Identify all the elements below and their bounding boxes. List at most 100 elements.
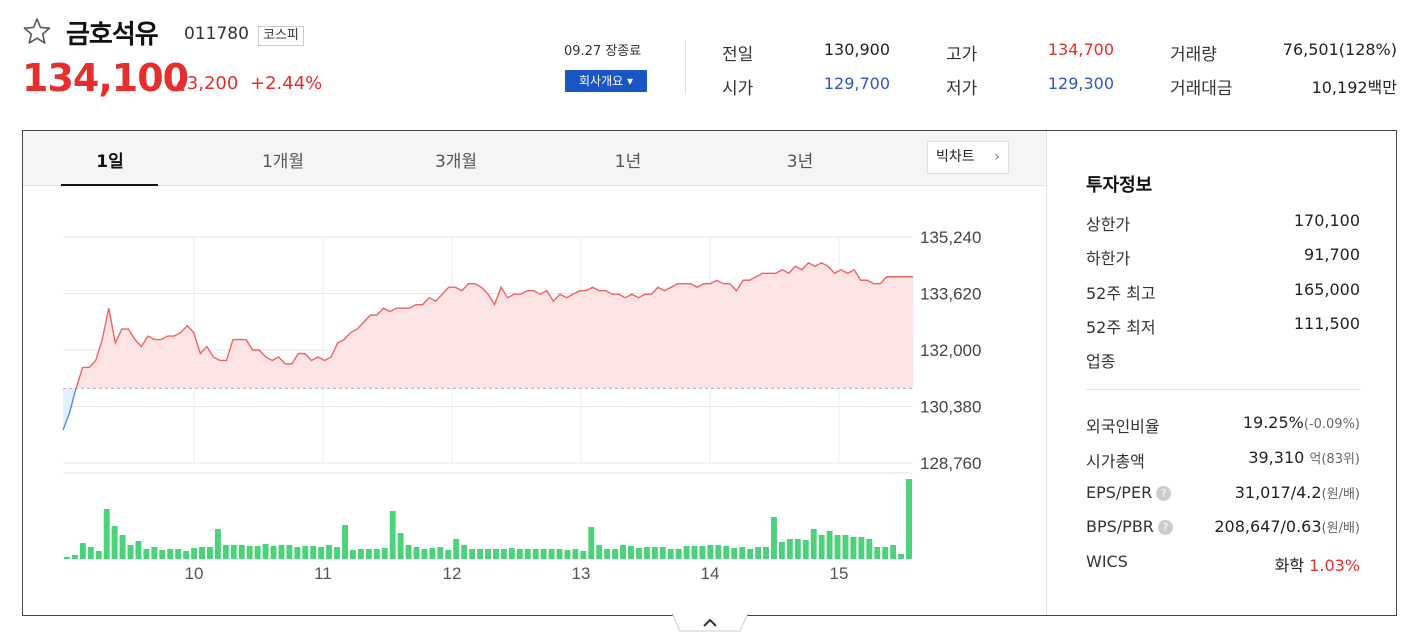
volume-bar <box>628 546 634 559</box>
volume-bar <box>802 540 809 559</box>
prev-close-label: 전일 <box>722 45 754 65</box>
volume-bar <box>326 545 333 559</box>
volume-bar <box>818 535 825 559</box>
volume-bar <box>71 555 78 559</box>
volume-bar <box>778 542 785 559</box>
x-tick-label: 13 <box>572 564 591 583</box>
tab-1month[interactable]: 1개월 <box>261 152 305 172</box>
week52-high-value: 165,000 <box>1293 280 1360 299</box>
volume-bar <box>381 548 388 559</box>
volume-bar <box>850 537 857 559</box>
volume-bar <box>318 547 325 559</box>
stock-code: 011780 <box>184 24 249 44</box>
chart-panel: 1일 1개월 3개월 1년 3년 빅차트 › 135,240 133,620 132,… <box>22 130 1397 616</box>
volume-bar <box>294 547 301 559</box>
volume-bar <box>87 547 94 559</box>
volume-bar <box>222 545 229 559</box>
volume-bar <box>214 529 221 559</box>
volume-bar <box>453 539 460 559</box>
volume-bar <box>604 549 611 559</box>
price-change: ▲ 3,200 <box>174 73 238 94</box>
eps-per-label: EPS/PER? <box>1086 483 1172 502</box>
volume-bar <box>286 545 293 559</box>
volume-bar <box>532 549 539 559</box>
period-tabs: 1일 1개월 3개월 1년 3년 빅차트 › <box>23 131 1046 186</box>
volume-bar <box>747 549 754 559</box>
volume-bar <box>334 547 341 559</box>
tab-1day[interactable]: 1일 <box>96 152 124 172</box>
price-chart: 135,240 133,620 132,000 130,380 128,760 10 11 1… <box>23 187 1046 615</box>
favorite-star-icon[interactable] <box>22 16 52 46</box>
x-tick-label: 10 <box>185 564 204 583</box>
volume-bar <box>826 531 833 559</box>
tab-3year[interactable]: 3년 <box>786 152 814 172</box>
wics-value: 화학 1.03% <box>1275 552 1360 576</box>
volume-bar <box>349 550 356 559</box>
volume-bar <box>659 547 666 559</box>
price-line-above <box>75 261 913 389</box>
open-label: 시가 <box>722 79 754 99</box>
volume-bar <box>794 539 801 559</box>
bps-pbr-label: BPS/PBR? <box>1086 517 1173 536</box>
volume-bar <box>842 535 849 559</box>
volume-bar <box>365 549 372 559</box>
company-overview-button[interactable]: 회사개요 ▾ <box>565 70 647 92</box>
volume-bar <box>246 546 253 559</box>
help-icon[interactable]: ? <box>1156 486 1172 501</box>
volume-bar <box>373 549 380 559</box>
eps-per-value: 31,017/4.2(원/배) <box>1235 483 1360 502</box>
volume-bar <box>103 509 110 559</box>
tab-3month[interactable]: 3개월 <box>434 152 478 172</box>
market-cap-unit: 억(83위) <box>1309 452 1360 467</box>
current-price: 134,100 <box>22 56 189 100</box>
help-icon[interactable]: ? <box>1157 520 1173 535</box>
volume-bar <box>413 547 420 559</box>
trade-amount-value: 10,192백만 <box>1311 78 1397 97</box>
volume-bar <box>588 527 595 559</box>
y-tick-label: 133,620 <box>920 285 981 304</box>
wics-label: WICS <box>1086 552 1128 571</box>
volume-bar <box>199 547 205 559</box>
volume-bar <box>485 549 491 559</box>
volume-bar <box>389 511 396 559</box>
volume-bar <box>556 549 563 559</box>
x-tick-label: 11 <box>314 564 332 583</box>
volume-bar <box>834 535 841 559</box>
big-chart-button[interactable]: 빅차트 › <box>927 141 1009 174</box>
collapse-toggle[interactable] <box>670 613 750 633</box>
bps-pbr-unit: (원/배) <box>1321 521 1360 536</box>
investment-info-title: 투자정보 <box>1086 175 1153 196</box>
volume-bar <box>175 549 182 559</box>
volume-bar <box>707 545 714 559</box>
volume-bar <box>635 548 642 559</box>
x-tick-label: 14 <box>701 564 720 583</box>
prev-close-value: 130,900 <box>823 40 890 59</box>
volume-bar <box>500 549 507 559</box>
bps-pbr-number: 208,647/0.63 <box>1214 517 1322 536</box>
up-triangle-icon: ▲ <box>174 77 185 93</box>
volume-bar <box>191 548 198 559</box>
volume-bar <box>95 551 102 559</box>
y-tick-label: 132,000 <box>920 341 981 360</box>
lower-limit-label: 하한가 <box>1086 249 1131 268</box>
foreign-ratio-number: 19.25% <box>1242 413 1304 432</box>
volume-bar <box>421 549 428 559</box>
volume-bar <box>167 549 174 559</box>
volume-bar <box>238 545 245 559</box>
bps-pbr-value: 208,647/0.63(원/배) <box>1214 517 1360 536</box>
volume-bar <box>508 548 515 559</box>
tab-1year[interactable]: 1년 <box>614 152 642 172</box>
eps-per-label-text: EPS/PER <box>1086 483 1153 502</box>
volume-bar <box>461 545 468 559</box>
volume-bar <box>612 549 619 559</box>
market-cap-value: 39,310 억(83위) <box>1248 448 1360 467</box>
big-chart-label: 빅차트 <box>936 149 975 165</box>
investment-info: 투자정보 상한가 170,100 하한가 91,700 52주 최고 165,0… <box>1046 131 1396 615</box>
volume-bar <box>675 549 682 559</box>
volume-bar <box>357 549 364 559</box>
volume-bar <box>183 551 190 559</box>
market-cap-label: 시가총액 <box>1086 452 1145 471</box>
volume-bar <box>79 543 86 559</box>
volume-bar <box>437 547 444 559</box>
price-chart-svg: 135,240 133,620 132,000 130,380 128,760 10 11 1… <box>62 228 981 583</box>
